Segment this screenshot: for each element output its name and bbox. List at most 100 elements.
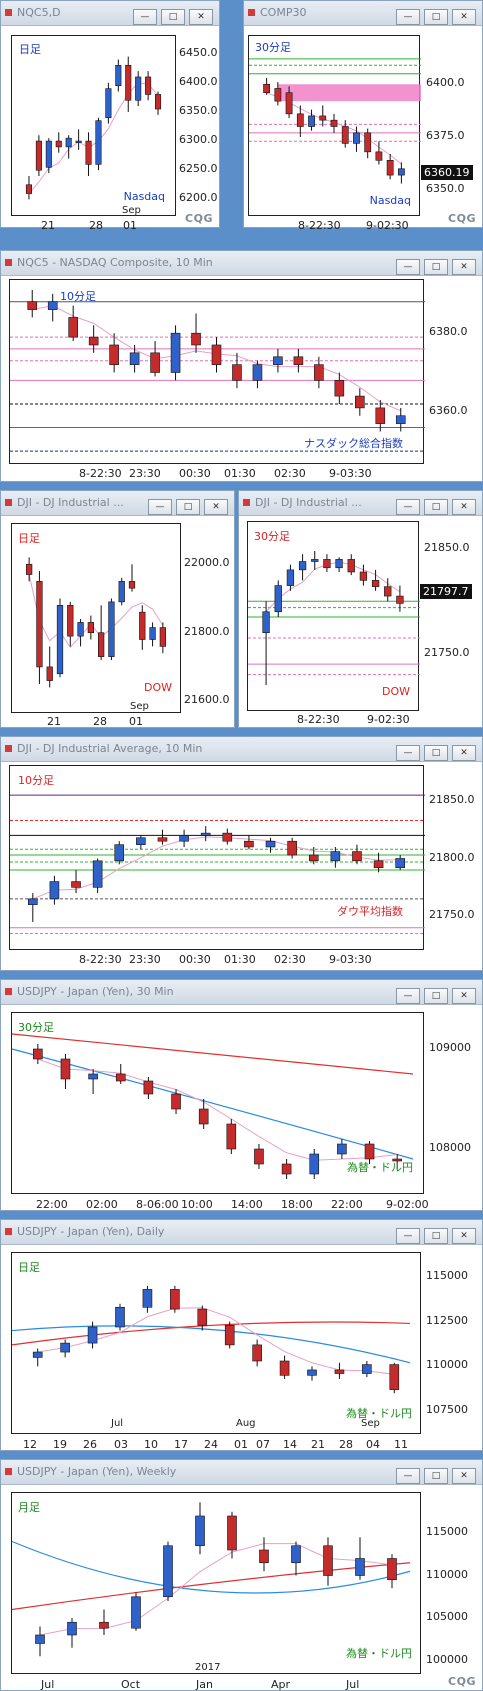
time-tick-label: 10:00 [181,1198,213,1211]
maximize-button[interactable]: □ [424,499,448,515]
candle [311,551,319,570]
candle [279,1355,290,1379]
minimize-button[interactable]: — [396,1228,420,1244]
close-button[interactable]: ✕ [452,745,476,761]
candle-body [35,140,42,171]
time-tick-label: 8-06:00 [136,1198,179,1211]
maximize-button[interactable]: □ [176,499,200,515]
minimize-button[interactable]: — [396,9,420,25]
chart-plot-area[interactable]: 日足 DOW Sep [11,523,181,713]
time-tick-label: 01:30 [224,953,256,966]
chart-plot-area[interactable]: 30分足 Nasdaq [248,35,421,216]
price-tick-label: 6360.0 [429,403,468,417]
candle [75,129,82,150]
title-bar[interactable]: NQC5,D — □ ✕ [1,1,219,26]
candlestick-chart [10,289,425,452]
candle [87,615,94,640]
time-tick-label: 14 [283,1438,297,1451]
chart-plot-area[interactable]: 月足 為替・ドル円 2017 [11,1492,421,1674]
candlestick-chart [25,56,162,200]
candle [26,557,33,582]
minimize-button[interactable]: — [396,745,420,761]
price-tick-label: 6400.0 [179,74,218,88]
minimize-button[interactable]: — [396,1468,420,1484]
close-button[interactable]: ✕ [452,499,476,515]
title-bar[interactable]: USDJPY - Japan (Yen), 30 Min — □ ✕ [1,980,482,1005]
candle [155,91,162,115]
candle [254,1144,264,1169]
title-bar[interactable]: USDJPY - Japan (Yen), Weekly — □ ✕ [1,1460,482,1485]
time-tick-label: 19 [53,1438,67,1451]
close-button[interactable]: ✕ [452,1468,476,1484]
maximize-button[interactable]: □ [424,1468,448,1484]
candle [314,356,324,389]
chart-plot-area[interactable]: 30分足 DOW [247,521,420,711]
chart-plot-area[interactable]: 日足 為替・ドル円 [11,1252,421,1434]
candle [35,135,42,177]
price-tick-label: 21800.0 [184,624,230,638]
candle [25,176,32,200]
maximize-button[interactable]: □ [424,259,448,275]
title-bar[interactable]: USDJPY - Japan (Yen), Daily — □ ✕ [1,1220,482,1245]
title-bar[interactable]: NQC5 - NASDAQ Composite, 10 Min — □ ✕ [1,251,482,276]
chart-plot-area[interactable]: 10分足 ナスダック総合指数 [9,279,425,464]
candle [171,1089,181,1114]
candle-body [384,586,392,597]
candle [71,870,81,894]
cqg-logo: CQG [448,1675,476,1688]
minimize-button[interactable]: — [396,259,420,275]
last-price-tag: 21797.7 [420,584,472,599]
close-button[interactable]: ✕ [452,259,476,275]
close-button[interactable]: ✕ [452,988,476,1004]
window-title: DJI - DJ Industrial Average, 10 Min [17,742,203,755]
candle-body [149,627,156,640]
time-tick-label: 9-02:00 [386,1198,429,1211]
chart-plot-area[interactable]: 30分足 為替・ドル円 [11,1012,424,1194]
maximize-button[interactable]: □ [424,9,448,25]
candle-body [68,317,78,338]
candle-body [307,1369,317,1376]
candle-body [330,851,341,862]
candle [392,1154,402,1169]
candle [143,1077,154,1099]
candle-body [395,415,406,424]
chart-plot-area[interactable]: 10分足 ダウ平均指数 [9,765,425,950]
close-button[interactable]: ✕ [204,499,228,515]
candle-body [323,1545,333,1576]
maximize-button[interactable]: □ [161,9,185,25]
minimize-button[interactable]: — [133,9,157,25]
month-label: Aug [236,1418,256,1429]
time-tick-label: 21 [41,219,55,232]
index-label: DOW [143,681,172,694]
moving-average-line [37,1058,398,1161]
chart-plot-area[interactable]: 日足 Nasdaq Sep [11,35,176,216]
candle [274,580,282,617]
period-label: 30分足 [254,530,290,543]
title-bar[interactable]: COMP30 — □ ✕ [244,1,482,26]
candle [334,372,345,404]
title-bar[interactable]: DJI - DJ Industrial Average, 10 Min — □ ✕ [1,737,482,762]
title-bar[interactable]: DJI - DJ Industrial ... — □ ✕ [1,491,234,516]
usdjpy-30min-window: USDJPY - Japan (Yen), 30 Min — □ ✕ 30分足 為替… [0,979,483,1211]
maximize-button[interactable]: □ [424,745,448,761]
candle [291,1541,301,1576]
candle-body [296,113,304,127]
close-button[interactable]: ✕ [452,9,476,25]
period-label: 日足 [18,1261,40,1274]
candle-body [131,1596,141,1629]
candle-body [87,1326,98,1344]
close-button[interactable]: ✕ [452,1228,476,1244]
candle [115,1064,126,1084]
maximize-button[interactable]: □ [424,988,448,1004]
title-bar[interactable]: DJI - DJ Industrial ... — □ ✕ [239,491,482,516]
minimize-button[interactable]: — [396,499,420,515]
candle [389,1362,400,1394]
candlestick-chart [248,551,420,686]
price-tick-label: 21750.0 [424,645,470,659]
minimize-button[interactable]: — [396,988,420,1004]
maximize-button[interactable]: □ [424,1228,448,1244]
close-button[interactable]: ✕ [189,9,213,25]
minimize-button[interactable]: — [148,499,172,515]
candle [296,105,304,138]
candle [308,109,315,131]
